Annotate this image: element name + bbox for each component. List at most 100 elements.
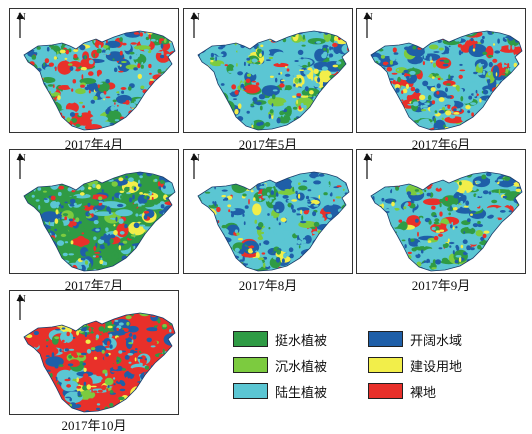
patch-water [317, 105, 326, 112]
patch-construction [313, 262, 315, 267]
patch-bare [63, 268, 69, 271]
patch-water [343, 233, 346, 237]
patch-construction [118, 245, 122, 251]
patch-terrestrial [306, 185, 311, 188]
patch-bare [37, 238, 46, 247]
patch-emergent [47, 84, 54, 87]
patch-terrestrial [437, 185, 441, 189]
patch-water [172, 32, 175, 37]
patch-emergent [84, 54, 87, 60]
patch-bare [521, 180, 522, 184]
patch-submerged [100, 313, 107, 316]
patch-water [395, 172, 409, 179]
patch-water [521, 105, 522, 108]
patch-water [383, 229, 389, 234]
patch-emergent [371, 219, 374, 232]
patch-terrestrial [220, 200, 231, 212]
patch-terrestrial [198, 269, 201, 271]
patch-terrestrial [258, 174, 264, 178]
patch-water [441, 52, 446, 55]
patch-bare [148, 34, 151, 39]
patch-construction [207, 106, 217, 116]
patch-bare [104, 361, 109, 365]
patch-bare [24, 228, 25, 230]
patch-terrestrial [240, 175, 243, 179]
patch-water [468, 95, 473, 100]
patch-terrestrial [161, 172, 175, 176]
patch-terrestrial [37, 187, 42, 191]
patch-terrestrial [269, 31, 280, 40]
patch-terrestrial [371, 233, 378, 236]
patch-emergent [127, 215, 143, 223]
patch-construction [306, 259, 309, 265]
patch-bare [156, 325, 163, 330]
patch-water [414, 88, 420, 94]
patch-emergent [198, 125, 200, 130]
patch-bare [89, 337, 94, 341]
patch-water [292, 209, 296, 213]
north-arrow: N [16, 12, 28, 38]
patch-submerged [496, 92, 501, 99]
patch-water [198, 226, 200, 230]
patch-terrestrial [201, 89, 212, 95]
patch-water [403, 126, 408, 130]
patch-water [198, 70, 202, 74]
patch-water [489, 117, 495, 121]
patch-terrestrial [198, 218, 213, 229]
patch-terrestrial [205, 231, 208, 234]
patch-terrestrial [343, 70, 349, 75]
patch-water [379, 75, 384, 78]
patch-water [85, 211, 91, 217]
patch-water [198, 44, 203, 47]
patch-terrestrial [207, 118, 212, 124]
patch-water [27, 217, 33, 220]
patch-emergent [421, 184, 424, 189]
patch-water [318, 173, 325, 177]
patch-water [275, 192, 279, 197]
patch-emergent [327, 118, 335, 123]
patch-terrestrial [259, 185, 266, 189]
patch-water [54, 228, 57, 232]
patch-water [452, 250, 455, 255]
patch-terrestrial [246, 233, 249, 238]
patch-bare [24, 267, 26, 271]
patch-construction [331, 270, 338, 271]
patch-terrestrial [514, 242, 518, 248]
patch-construction [221, 195, 226, 198]
patch-emergent [482, 249, 486, 254]
patch-terrestrial [20, 122, 23, 126]
patch-terrestrial [220, 63, 224, 67]
patch-terrestrial [299, 228, 303, 233]
patch-water [455, 192, 460, 195]
patch-terrestrial [31, 378, 35, 383]
patch-construction [374, 225, 380, 231]
patch-terrestrial [235, 218, 240, 222]
north-arrow: N [363, 153, 375, 179]
patch-terrestrial [60, 41, 62, 46]
patch-bare [46, 403, 51, 408]
patch-construction [260, 44, 264, 48]
patch-terrestrial [382, 91, 386, 96]
patch-bare [36, 373, 39, 375]
patch-water [133, 67, 138, 71]
patch-water [504, 95, 522, 105]
patch-emergent [87, 267, 92, 271]
patch-terrestrial [487, 270, 490, 271]
patch-bare [89, 400, 96, 403]
patch-water [215, 263, 221, 267]
patch-water [377, 222, 383, 224]
patch-emergent [221, 117, 225, 121]
patch-submerged [38, 34, 40, 41]
patch-emergent [25, 91, 29, 97]
patch-water [172, 203, 175, 209]
patch-submerged [48, 221, 51, 225]
patch-bare [88, 90, 91, 94]
patch-bare [151, 196, 154, 201]
patch-emergent [27, 176, 29, 181]
patch-terrestrial [35, 377, 40, 381]
patch-terrestrial [494, 129, 498, 130]
land-cover-map [197, 171, 350, 272]
patch-construction [76, 377, 79, 383]
patch-submerged [131, 268, 137, 271]
patch-terrestrial [476, 268, 480, 271]
